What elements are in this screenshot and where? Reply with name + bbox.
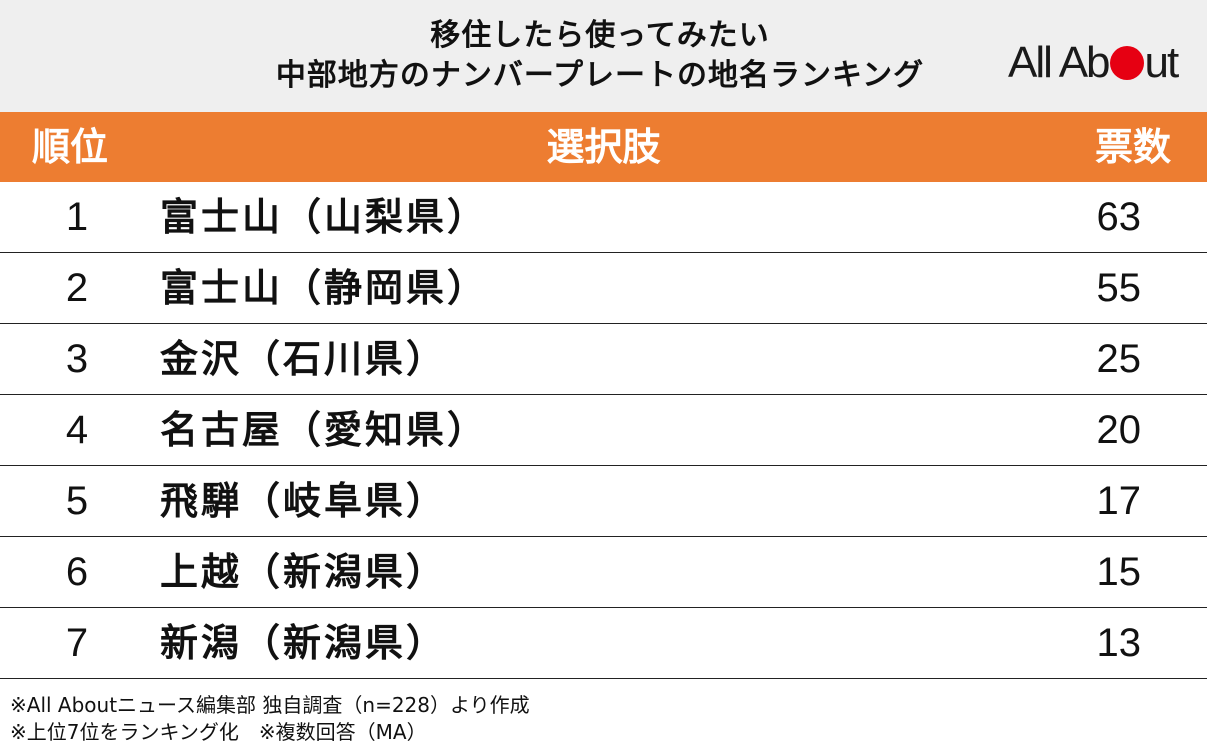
votes-cell: 25	[1096, 337, 1142, 381]
rank-cell: 4	[65, 408, 89, 452]
header-choice: 選択肢	[546, 125, 661, 169]
table-body: 1 富士山（山梨県） 63 2 富士山（静岡県） 55 3 金沢（石川県） 25 4 名古屋（愛知県…	[0, 182, 1207, 679]
rank-cell: 7	[65, 621, 89, 665]
table-row: 6 上越（新潟県） 15	[0, 537, 1207, 608]
choice-cell: 新潟（新潟県）	[160, 621, 448, 665]
footnote-method: ※上位7位をランキング化 ※複数回答（MA）	[10, 720, 427, 744]
votes-cell: 20	[1096, 408, 1142, 452]
votes-cell: 63	[1096, 195, 1142, 239]
choice-cell: 富士山（静岡県）	[160, 266, 489, 310]
choice-cell: 飛騨（岐阜県）	[160, 479, 448, 523]
rank-cell: 1	[65, 195, 89, 239]
chart-title: 移住したら使ってみたい 中部地方のナンバープレートの地名ランキング	[170, 16, 1030, 96]
table-row: 1 富士山（山梨県） 63	[0, 182, 1207, 253]
choice-cell: 富士山（山梨県）	[160, 195, 489, 239]
votes-cell: 13	[1096, 621, 1142, 665]
votes-cell: 55	[1096, 266, 1142, 310]
rank-cell: 2	[65, 266, 89, 310]
choice-cell: 金沢（石川県）	[160, 337, 448, 381]
logo-dot-icon	[1109, 46, 1144, 80]
footnote-source: ※All Aboutニュース編集部 独自調査（n=228）より作成	[10, 693, 530, 717]
table-row: 2 富士山（静岡県） 55	[0, 253, 1207, 324]
header: 移住したら使ってみたい 中部地方のナンバープレートの地名ランキング All Ab…	[0, 0, 1207, 112]
table-row: 5 飛騨（岐阜県） 17	[0, 466, 1207, 537]
rank-cell: 5	[65, 479, 89, 523]
choice-cell: 上越（新潟県）	[160, 550, 448, 594]
footnotes: ※All Aboutニュース編集部 独自調査（n=228）より作成 ※上位7位を…	[10, 692, 530, 746]
choice-cell: 名古屋（愛知県）	[160, 408, 489, 452]
title-line-2: 中部地方のナンバープレートの地名ランキング	[275, 58, 925, 93]
rank-cell: 6	[65, 550, 89, 594]
votes-cell: 15	[1096, 550, 1142, 594]
table-row: 3 金沢（石川県） 25	[0, 324, 1207, 395]
votes-cell: 17	[1096, 479, 1142, 523]
table-row: 7 新潟（新潟県） 13	[0, 608, 1207, 679]
table-row: 4 名古屋（愛知県） 20	[0, 395, 1207, 466]
header-rank: 順位	[32, 125, 109, 169]
table-header: 順位 選択肢 票数	[0, 112, 1207, 182]
rank-cell: 3	[65, 337, 89, 381]
allabout-logo: All Ab ut	[1008, 38, 1179, 87]
header-votes: 票数	[1094, 125, 1171, 169]
title-line-1: 移住したら使ってみたい	[430, 18, 770, 53]
